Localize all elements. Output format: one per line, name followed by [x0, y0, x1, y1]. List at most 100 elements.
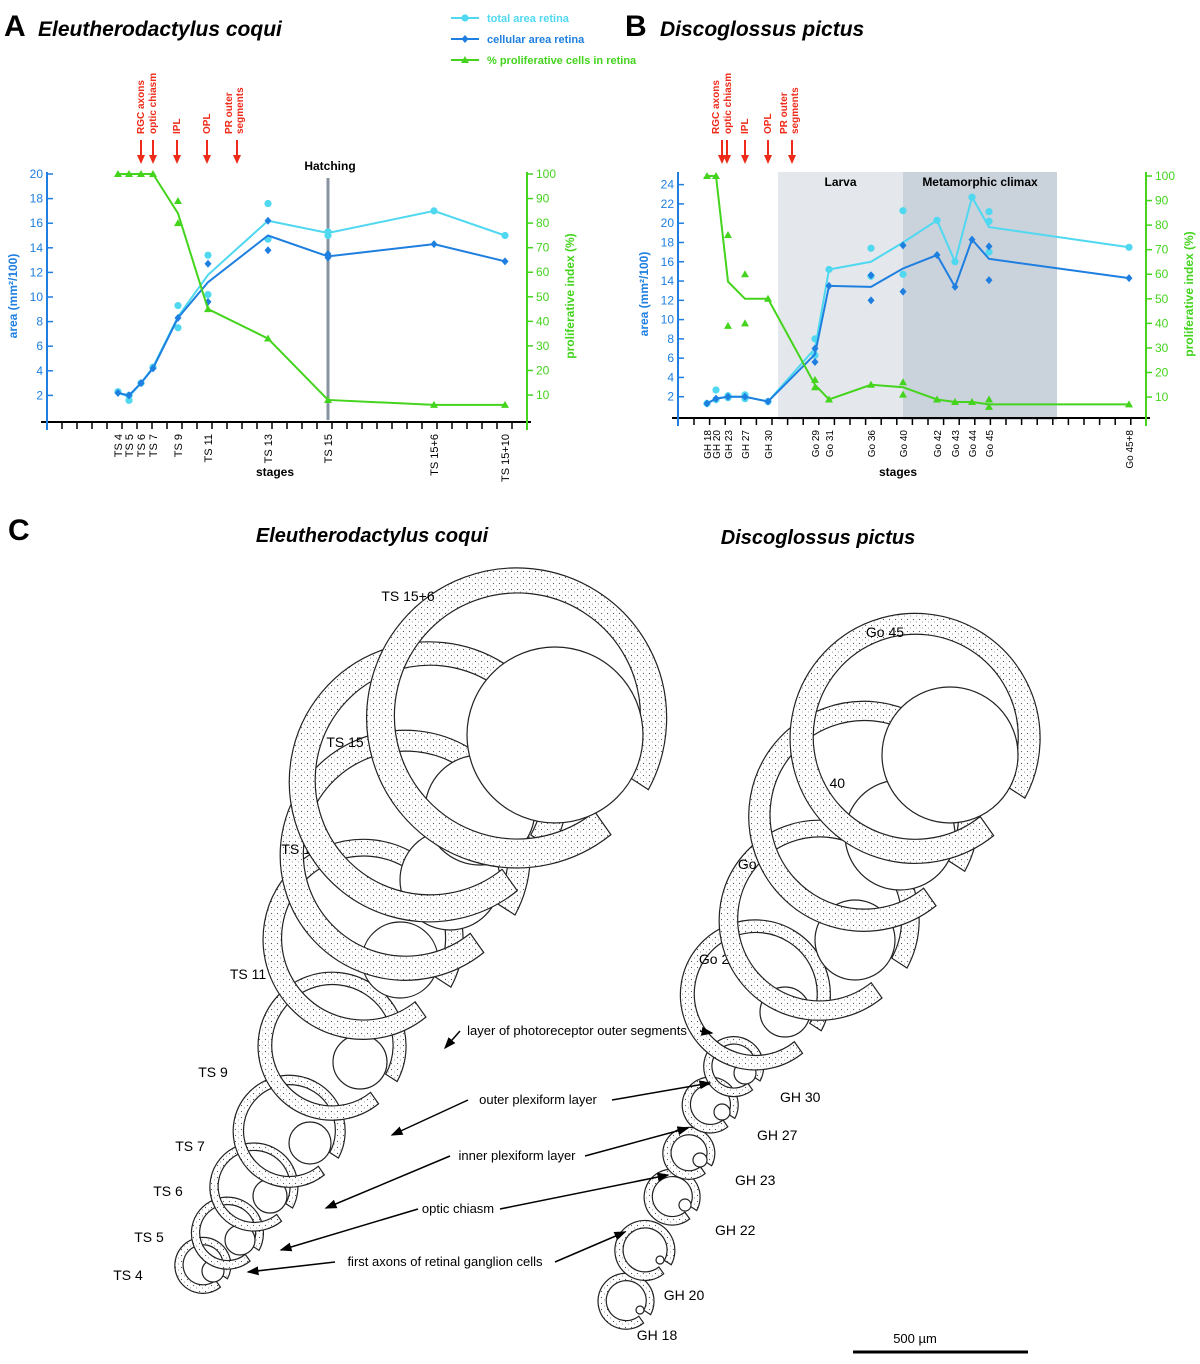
y2-tick-label: 20 — [1155, 365, 1169, 379]
data-point-cellular — [1125, 274, 1133, 283]
y-tick-label: 2 — [667, 390, 674, 404]
y2-tick-label: 80 — [536, 216, 550, 230]
x-tick-label: TS 15 — [323, 434, 335, 463]
x-tick-label: TS 15+6 — [429, 434, 441, 476]
y-tick-label: 6 — [667, 351, 674, 365]
y2-tick-label: 30 — [536, 339, 550, 353]
y2-tick-label: 100 — [536, 167, 556, 181]
data-point-prolif — [985, 395, 993, 403]
retina-sketch — [257, 971, 407, 1121]
data-point-prolif — [825, 395, 833, 403]
data-point-total — [204, 290, 212, 299]
chart-panel-b: B Discoglossus pictus Larva Metamorphic cli… — [625, 10, 1196, 479]
lens-sketch — [881, 686, 1019, 824]
data-point-prolif — [741, 319, 749, 327]
data-point-total — [204, 251, 212, 259]
data-point-prolif — [125, 170, 133, 177]
data-point-prolif — [899, 378, 907, 386]
x-tick-label: TS 11 — [203, 434, 215, 463]
data-point-prolif — [430, 400, 438, 408]
stage-label: TS 15 — [326, 734, 364, 750]
data-point-total — [968, 193, 976, 201]
y2-tick-label: 90 — [536, 192, 550, 206]
x-tick-label: TS 13 — [263, 434, 275, 463]
retina-sketch — [597, 1272, 655, 1330]
data-point-prolif — [324, 395, 332, 403]
data-point-total — [174, 324, 182, 332]
panel-c-drawing: C Eleutherodactylus coqui Discoglossus pic… — [8, 514, 1041, 1354]
y2-tick-label: 20 — [536, 363, 550, 377]
data-point-total — [712, 386, 720, 394]
data-point-prolif — [724, 321, 732, 329]
x-tick-label: TS 5 — [124, 434, 136, 457]
y2-tick-label: 90 — [1155, 194, 1169, 208]
data-point-total — [985, 217, 993, 225]
stage-label: GH 23 — [735, 1172, 776, 1188]
y-tick-label: 10 — [30, 290, 44, 304]
data-point-prolif — [899, 390, 907, 398]
lens-sketch — [692, 1152, 708, 1168]
marker-label: IPL — [740, 118, 751, 134]
y2-tick-label: 60 — [1155, 267, 1169, 281]
data-point-cellular — [899, 287, 907, 296]
x-tick-label: GH 23 — [724, 430, 735, 459]
data-point-prolif — [811, 375, 819, 383]
annotation-arrow-right — [499, 1172, 670, 1210]
data-point-cellular — [741, 392, 749, 401]
annotation-arrow-left — [390, 1099, 469, 1136]
retina-sketch — [614, 1219, 676, 1281]
data-point-cellular — [125, 391, 133, 400]
y2-tick-label: 10 — [1155, 390, 1169, 404]
x-tick-label: Go 43 — [951, 430, 962, 458]
y-tick-label: 18 — [661, 235, 675, 249]
stage-label: GH 27 — [757, 1127, 798, 1143]
y-tick-label: 14 — [30, 241, 44, 255]
y-tick-label: 14 — [661, 274, 675, 288]
arrow-head-icon — [723, 155, 731, 164]
data-point-prolif — [137, 170, 145, 177]
y2-axis-label: proliferative index (%) — [563, 233, 577, 358]
data-point-cellular — [899, 241, 907, 250]
legend-marker-total — [461, 14, 469, 22]
stage-label: TS 15+6 — [381, 588, 435, 604]
marker-label-line: PR outer — [779, 92, 790, 134]
retina-sketch — [366, 567, 668, 869]
lens-sketch — [332, 1034, 388, 1090]
stage-label: Go 45 — [866, 624, 904, 640]
y-tick-label: 20 — [661, 216, 675, 230]
data-point-prolif — [867, 380, 875, 388]
data-point-prolif — [174, 197, 182, 205]
retina-sketch — [748, 700, 980, 932]
data-point-cellular — [968, 235, 976, 244]
data-point-prolif — [501, 400, 509, 408]
annotation-arrow-left — [324, 1155, 451, 1209]
chart-title: Discoglossus pictus — [660, 18, 864, 41]
data-point-cellular — [933, 251, 941, 260]
x-tick-label: GH 20 — [712, 430, 723, 459]
retina-sketch — [262, 838, 464, 1040]
y-tick-label: 8 — [667, 332, 674, 346]
chart-panel-a: A Eleutherodactylus coqui Hatching 2 4 6 8 10 12… — [4, 10, 577, 482]
data-point-cellular — [149, 364, 157, 373]
x-axis-label: stages — [256, 465, 294, 479]
chart-title: Eleutherodactylus coqui — [38, 18, 283, 41]
data-point-cellular — [985, 276, 993, 285]
series-line-cellular — [117, 234, 506, 397]
x-tick-label: TS 7 — [148, 434, 160, 457]
retina-sketch — [209, 1142, 299, 1232]
lens-sketch — [655, 1255, 665, 1265]
legend-marker-cellular — [461, 35, 469, 43]
x-tick-label: Go 29 — [811, 430, 822, 458]
arrow-head-icon — [233, 155, 241, 164]
data-point-prolif — [764, 294, 772, 302]
data-point-cellular — [137, 379, 145, 388]
y2-tick-label: 40 — [1155, 316, 1169, 330]
data-point-cellular — [811, 344, 819, 353]
structure-label: inner plexiform layer — [458, 1148, 576, 1163]
retina-sketch — [662, 1126, 716, 1180]
data-point-total — [430, 207, 438, 215]
annotation-arrow-left — [279, 1208, 419, 1252]
retina-sketch — [679, 919, 831, 1071]
y-tick-label: 16 — [30, 216, 44, 230]
data-point-prolif — [1125, 400, 1133, 408]
